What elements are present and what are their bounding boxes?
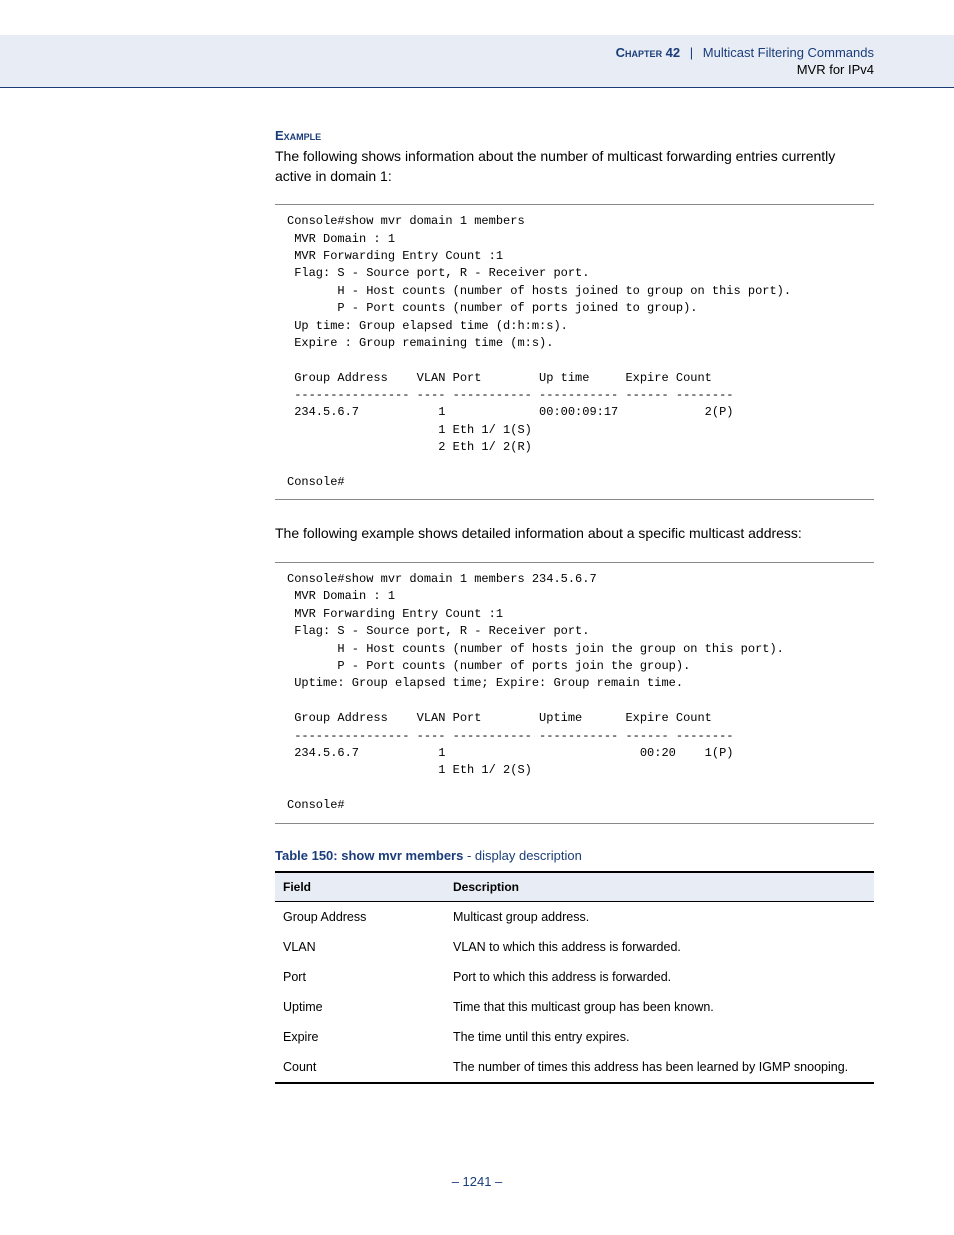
table-caption-number: Table 150: show mvr members (275, 848, 463, 863)
table-cell-description: The number of times this address has bee… (445, 1052, 874, 1083)
page-number: – 1241 – (0, 1174, 954, 1219)
table-row: VLANVLAN to which this address is forwar… (275, 932, 874, 962)
description-table: Field Description Group AddressMulticast… (275, 871, 874, 1084)
chapter-subheader: MVR for IPv4 (0, 62, 874, 77)
table-cell-description: Multicast group address. (445, 901, 874, 932)
table-row: UptimeTime that this multicast group has… (275, 992, 874, 1022)
table-cell-field: Uptime (275, 992, 445, 1022)
code-block-2: Console#show mvr domain 1 members 234.5.… (275, 562, 874, 823)
table-row: CountThe number of times this address ha… (275, 1052, 874, 1083)
table-cell-field: VLAN (275, 932, 445, 962)
col-header-field: Field (275, 872, 445, 902)
intro-text-1: The following shows information about th… (275, 147, 874, 186)
code-block-1: Console#show mvr domain 1 members MVR Do… (275, 204, 874, 500)
table-cell-description: The time until this entry expires. (445, 1022, 874, 1052)
chapter-label: Chapter 42 (616, 45, 680, 60)
table-cell-field: Group Address (275, 901, 445, 932)
chapter-separator: | (690, 45, 693, 60)
table-caption-desc: - display description (463, 848, 582, 863)
table-cell-field: Expire (275, 1022, 445, 1052)
table-row: ExpireThe time until this entry expires. (275, 1022, 874, 1052)
chapter-title: Multicast Filtering Commands (703, 45, 874, 60)
table-cell-field: Count (275, 1052, 445, 1083)
intro-text-2: The following example shows detailed inf… (275, 524, 874, 544)
table-cell-description: VLAN to which this address is forwarded. (445, 932, 874, 962)
table-row: PortPort to which this address is forwar… (275, 962, 874, 992)
table-cell-description: Time that this multicast group has been … (445, 992, 874, 1022)
table-row: Group AddressMulticast group address. (275, 901, 874, 932)
table-caption: Table 150: show mvr members - display de… (275, 848, 874, 863)
table-cell-description: Port to which this address is forwarded. (445, 962, 874, 992)
example-heading: Example (275, 128, 874, 143)
col-header-description: Description (445, 872, 874, 902)
table-header-row: Field Description (275, 872, 874, 902)
page-content: Example The following shows information … (0, 88, 954, 1084)
table-cell-field: Port (275, 962, 445, 992)
chapter-line: Chapter 42 | Multicast Filtering Command… (0, 45, 874, 60)
page-header: Chapter 42 | Multicast Filtering Command… (0, 35, 954, 88)
